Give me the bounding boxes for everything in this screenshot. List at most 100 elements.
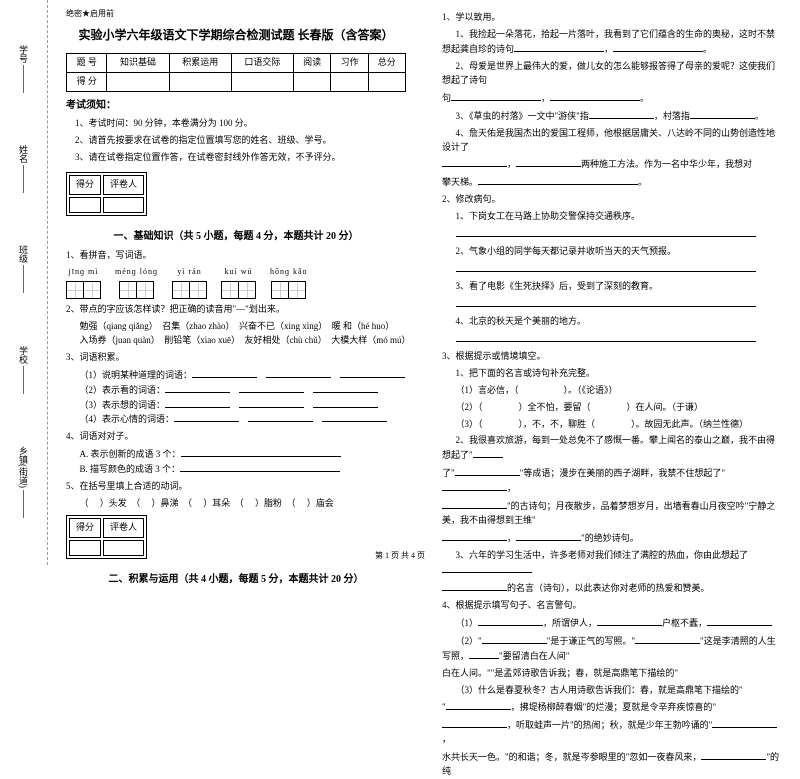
tian-group: kuí wú (221, 266, 256, 298)
sub-item: 1、把下面的名言或诗句补充完整。 (442, 367, 782, 381)
sub-text: （2）表示看的词语： (80, 385, 166, 395)
blank (635, 634, 700, 644)
blank (442, 531, 507, 541)
sub-item: B. 描写颜色的成语 3 个： (80, 462, 407, 477)
blank (712, 718, 777, 728)
exam-title: 实验小学六年级语文下学期综合检测试题 长春版（含答案） (66, 26, 406, 45)
sub-text: B. 描写颜色的成语 3 个： (80, 464, 181, 474)
text: 户枢不蠹， (662, 618, 707, 628)
score-hdr: 习作 (331, 53, 368, 72)
tian-box (238, 281, 256, 299)
eval-label: 得分 (69, 175, 101, 195)
blank (456, 297, 756, 307)
score-cell (107, 72, 169, 91)
blank (456, 332, 756, 342)
score-row-label: 得 分 (67, 72, 107, 91)
sub-item: 4、詹天佑是我国杰出的爱国工程师，他根据居庸关、八达岭不同的山势创造性地设计了 (442, 127, 782, 155)
sub-item: 2、气象小组的同学每天都记录并收听当天的天气预报。 (442, 245, 782, 259)
binding-label: 乡镇(街道) (17, 446, 30, 488)
blank-line (442, 297, 782, 312)
tian-box (119, 281, 137, 299)
score-hdr: 口语交际 (231, 53, 293, 72)
score-hdr: 题 号 (67, 53, 107, 72)
sub-text: （1）说明某种道理的词语： (80, 370, 193, 380)
text: 攀天梯。 (442, 177, 478, 187)
text: （2）" (456, 636, 482, 646)
sub-text: （3）表示想的词语： (80, 400, 166, 410)
text: ，听取蛙声一片"的热闹；秋，就是少年王勃吟诵的" (507, 720, 712, 730)
tian-box (271, 281, 289, 299)
blank (469, 649, 499, 659)
pinyin: hōnɡ kǎo (270, 266, 308, 278)
eval-label: 得分 (69, 518, 101, 538)
question-line: 入场券（juan quàn） 削铅笔（xiao xuē） 友好相处（chù ch… (80, 334, 407, 348)
sub-item: 4、北京的秋天是个美丽的地方。 (442, 315, 782, 329)
binding-label: 学校 (17, 346, 30, 364)
question: 4、词语对对子。 (66, 430, 406, 444)
sub-item: 3、《草虫的村落》一文中"游侠"指，村落指。 (442, 109, 782, 124)
binding-field: 班级 (17, 245, 30, 295)
section-title: 二、积累与运用（共 4 小题，每题 5 分，本题共计 20 分） (66, 572, 406, 588)
blank (442, 481, 507, 491)
eval-cell (103, 197, 144, 213)
tian-box (136, 281, 154, 299)
blank (707, 616, 772, 626)
text: 4、詹天佑是我国杰出的爱国工程师，他根据居庸关、八达岭不同的山势创造性地设计了 (442, 128, 775, 152)
tian-box (172, 281, 190, 299)
sub-item: "，拂堤杨柳醉春烟"的烂漫；夏就是令辛弃疾惊喜的" (442, 700, 782, 715)
blank (442, 718, 507, 728)
tian-box (221, 281, 239, 299)
sub-item: ，"的绝妙诗句。 (442, 531, 782, 546)
notice-item: 3、请在试卷指定位置作答，在试卷密封线外作答无效，不予评分。 (66, 151, 406, 165)
blank (181, 447, 341, 457)
sub-item: 了""等成语；漫步在美丽的西子湖畔，我禁不住想起了"， (442, 466, 782, 496)
sub-item: 水共长天一色。"的和谐；冬，就是岑参眼里的"忽如一夜春风来，"的纯 (442, 750, 782, 779)
text: "要留清白在人间" (499, 651, 569, 661)
text: "是孟郊诗歌告诉我；春，就是高鼎笔下描绘的" (491, 668, 678, 678)
text: "的绝妙诗句。 (581, 533, 639, 543)
notice-item: 2、请首先按要求在试卷的指定位置填写您的姓名、班级、学号。 (66, 134, 406, 148)
blank (516, 157, 581, 167)
sub-item: （1）说明某种道理的词语： (80, 368, 407, 383)
eval-label: 评卷人 (103, 518, 144, 538)
text: "是于谦正气的写照。" (547, 636, 635, 646)
tian-box (288, 281, 306, 299)
text: ，拂堤杨柳醉春烟"的烂漫；夏就是令辛弃疾惊喜的" (511, 702, 716, 712)
score-cell (169, 72, 231, 91)
blank (613, 42, 703, 52)
blank (701, 750, 766, 760)
score-hdr: 积累运用 (169, 53, 231, 72)
blank (597, 616, 662, 626)
question: 4、根据提示填写句子、名言警句。 (442, 599, 782, 613)
sub-item: ，听取蛙声一片"的热闹；秋，就是少年王勃吟诵的"， (442, 718, 782, 747)
binding-label: 姓名 (17, 145, 30, 163)
blank (340, 368, 405, 378)
pinyin: jīnɡ mì (69, 266, 99, 278)
blank (165, 398, 230, 408)
score-hdr: 知识基础 (107, 53, 169, 72)
sub-item: 的名言（诗句），以此表达你对老师的热爱和赞美。 (442, 581, 782, 596)
tian-box (83, 281, 101, 299)
blank (478, 175, 638, 185)
blank (442, 581, 507, 591)
sub-item: 攀天梯。。 (442, 175, 782, 190)
blank (239, 383, 304, 393)
text: 1、我捡起一朵落花，拾起一片落叶，我看到了它们蕴含的生命的奥秘，这时不禁想起龚自… (442, 29, 775, 54)
score-cell (293, 72, 330, 91)
question: 1、看拼音，写词语。 (66, 249, 406, 263)
question: 3、词语积累。 (66, 351, 406, 365)
section-title: 一、基础知识（共 5 小题，每题 4 分，本题共计 20 分） (66, 229, 406, 245)
text: "等成语；漫步在美丽的西子湖畔，我禁不住想起了" (520, 468, 725, 478)
blank (455, 466, 520, 476)
blank (478, 616, 543, 626)
blank (473, 448, 503, 458)
score-hdr: 阅读 (293, 53, 330, 72)
tian-group: hōnɡ kǎo (270, 266, 308, 298)
left-column: 绝密★启用前 实验小学六年级语文下学期综合检测试题 长春版（含答案） 题 号 知… (48, 8, 424, 557)
sub-item: （3）什么是春夏秋冬？古人用诗歌告诉我们：春，就是高鼎笔下描绘的" (442, 684, 782, 698)
question: 3、根据提示或情境填空。 (442, 350, 782, 364)
notice-header: 考试须知： (66, 98, 406, 114)
text: 的名言（诗句），以此表达你对老师的热爱和赞美。 (507, 583, 710, 593)
sub-item: （1）言必信，（ ）。（《论语》） (442, 384, 782, 398)
text: （3）什么是春夏秋冬？古人用诗歌告诉我们：春，就是高鼎笔下描绘的" (456, 685, 743, 695)
